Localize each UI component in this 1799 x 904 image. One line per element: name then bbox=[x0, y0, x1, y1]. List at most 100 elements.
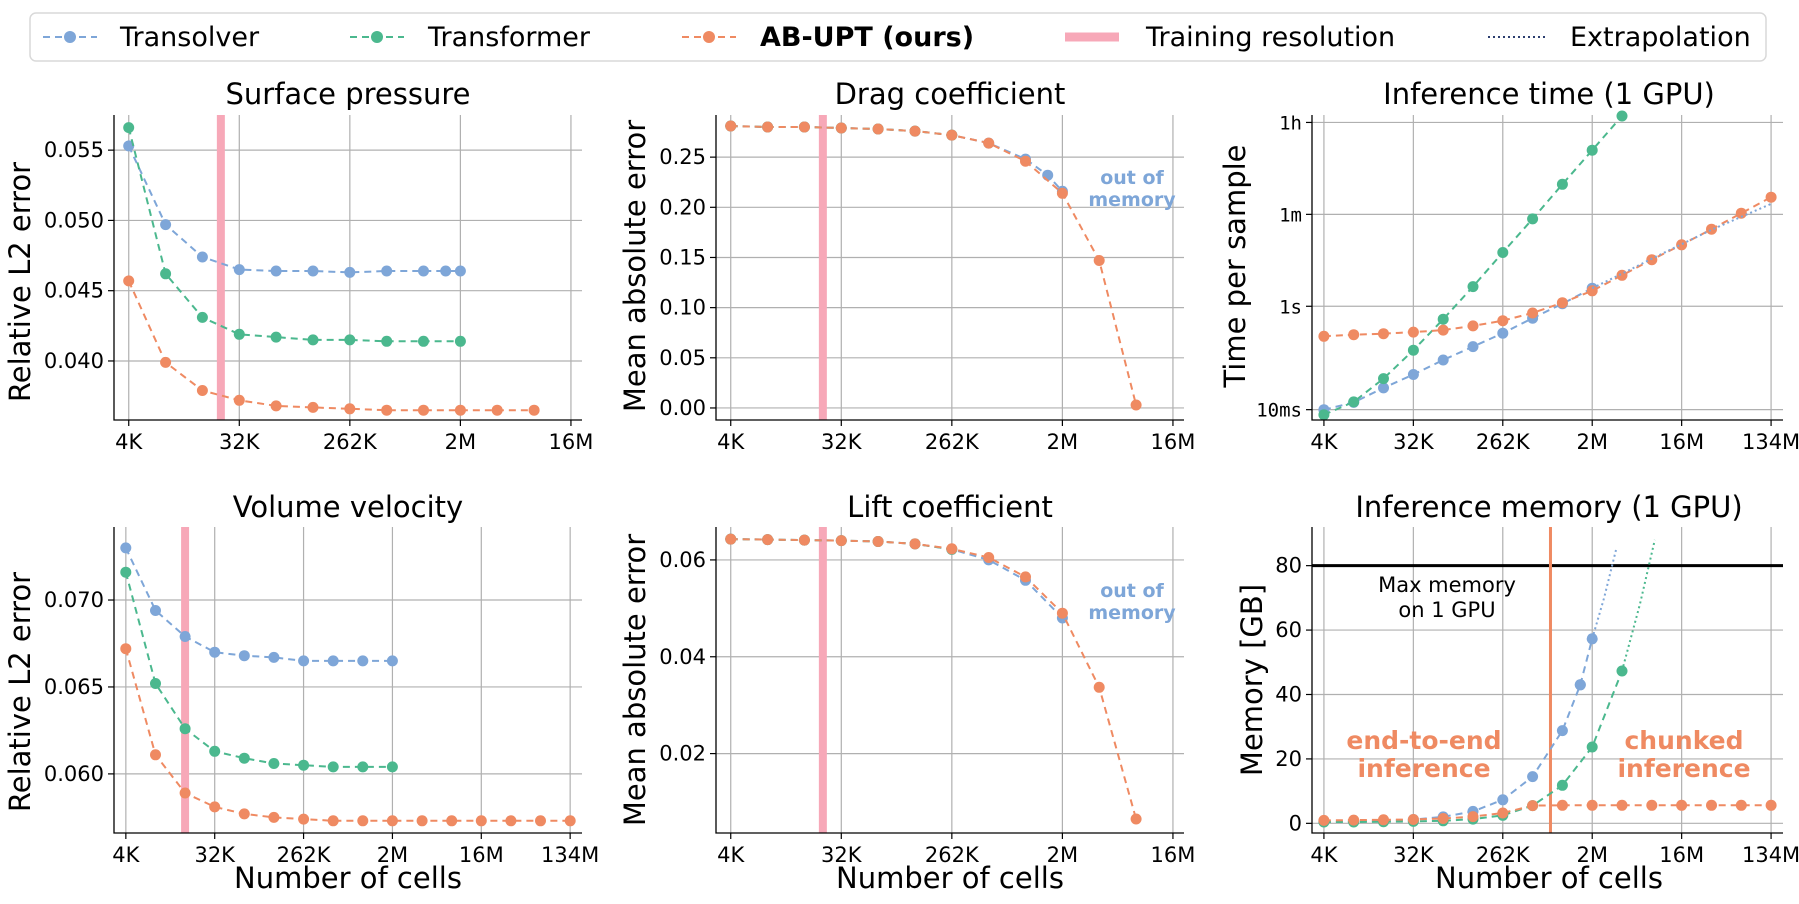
data-point-transformer bbox=[1467, 281, 1479, 293]
annotation-out-of-memory: out of bbox=[1100, 580, 1164, 602]
legend-item-extrapolation: Extrapolation bbox=[1488, 22, 1751, 53]
data-point-abupt bbox=[1676, 799, 1688, 811]
data-point-transformer bbox=[238, 752, 250, 764]
y-tick-label: 0.055 bbox=[44, 138, 104, 162]
data-point-abupt bbox=[564, 815, 576, 827]
data-point-abupt bbox=[1467, 320, 1479, 332]
y-tick-label: 0.050 bbox=[44, 208, 104, 232]
data-point-abupt bbox=[418, 404, 429, 416]
x-tick-label: 134M bbox=[1742, 843, 1799, 867]
data-point-abupt bbox=[1378, 328, 1389, 340]
panel-title: Drag coefficient bbox=[835, 77, 1066, 111]
y-axis-label: Mean absolute error bbox=[618, 534, 652, 826]
data-point-abupt bbox=[120, 643, 132, 655]
data-point-abupt bbox=[386, 815, 398, 827]
data-point-transformer bbox=[381, 335, 393, 347]
data-point-transolver bbox=[386, 655, 398, 667]
data-point-transolver bbox=[454, 265, 466, 277]
y-tick-label: 0 bbox=[1289, 811, 1302, 835]
series-line-transformer bbox=[127, 127, 461, 343]
data-point-transformer bbox=[386, 761, 398, 773]
data-point-transolver bbox=[327, 655, 339, 667]
x-tick-label: 16M bbox=[1659, 843, 1704, 867]
data-point-abupt bbox=[1706, 799, 1717, 811]
data-point-abupt bbox=[872, 536, 884, 547]
y-axis-label: Mean absolute error bbox=[618, 120, 652, 412]
data-point-abupt bbox=[327, 815, 339, 827]
data-point-abupt bbox=[1765, 191, 1777, 203]
data-point-abupt bbox=[381, 404, 393, 416]
axis-spine bbox=[715, 527, 1184, 834]
data-point-abupt bbox=[1467, 811, 1479, 823]
data-point-abupt bbox=[357, 815, 369, 827]
series-line-extrapolation bbox=[1591, 202, 1772, 290]
data-point-abupt bbox=[446, 815, 458, 827]
series-line-transformer bbox=[124, 571, 393, 768]
data-point-abupt bbox=[1616, 269, 1628, 281]
legend-label-transformer: Transformer bbox=[427, 22, 591, 53]
data-point-transformer bbox=[1586, 144, 1598, 156]
data-point-abupt bbox=[1437, 813, 1449, 824]
axis-spine bbox=[715, 115, 1184, 421]
x-tick-label: 16M bbox=[1659, 430, 1704, 454]
data-point-transolver bbox=[238, 650, 250, 662]
data-point-transolver bbox=[1497, 794, 1509, 806]
x-tick-label: 16M bbox=[549, 430, 594, 454]
x-tick-label: 134M bbox=[1742, 430, 1799, 454]
data-point-transformer bbox=[150, 678, 161, 689]
data-point-abupt bbox=[1556, 799, 1568, 811]
y-axis-label: Time per sample bbox=[1218, 144, 1252, 388]
data-point-abupt bbox=[983, 137, 995, 149]
y-tick-label: 0.045 bbox=[44, 279, 104, 303]
data-point-transolver bbox=[1407, 369, 1419, 380]
panel-inference-time: Inference time (1 GPU) Time per sample 4… bbox=[1218, 77, 1799, 454]
x-tick-label: 32K bbox=[194, 843, 236, 867]
data-point-abupt bbox=[270, 400, 282, 412]
data-point-abupt bbox=[835, 535, 847, 547]
annotation-out-of-memory: memory bbox=[1088, 602, 1176, 624]
data-point-transformer bbox=[160, 268, 172, 280]
data-point-transolver bbox=[1378, 382, 1389, 394]
data-point-transformer bbox=[418, 335, 429, 347]
y-tick-label: 0.10 bbox=[659, 296, 706, 320]
data-point-abupt bbox=[725, 120, 737, 132]
data-point-transformer bbox=[1527, 213, 1539, 225]
axis-spine bbox=[113, 115, 582, 421]
y-tick-label: 1s bbox=[1279, 296, 1302, 318]
legend-marker-transolver bbox=[64, 31, 76, 43]
data-point-transformer bbox=[268, 758, 280, 769]
data-point-abupt bbox=[1706, 223, 1717, 235]
data-point-abupt bbox=[475, 815, 487, 827]
data-point-transolver bbox=[160, 219, 172, 231]
data-point-transolver bbox=[196, 251, 208, 263]
y-tick-label: 0.25 bbox=[659, 145, 706, 169]
x-tick-label: 262K bbox=[323, 430, 378, 454]
data-point-transolver bbox=[381, 265, 393, 277]
series-line-transolver bbox=[1579, 638, 1594, 686]
series-line-abupt bbox=[730, 538, 1138, 820]
data-point-abupt bbox=[238, 808, 250, 820]
data-point-transformer bbox=[1556, 779, 1568, 791]
data-point-transformer bbox=[179, 723, 191, 735]
y-tick-label: 20 bbox=[1275, 747, 1302, 771]
series-line-extrapolation bbox=[1621, 539, 1656, 672]
panel-surface-pressure: Surface pressure Relative L2 error 4K 32K… bbox=[3, 77, 593, 454]
data-point-abupt bbox=[160, 356, 172, 368]
data-point-abupt bbox=[1318, 330, 1330, 342]
data-point-transolver bbox=[1497, 327, 1509, 339]
legend-label-abupt: AB-UPT (ours) bbox=[760, 22, 974, 53]
x-tick-label: 2M bbox=[377, 843, 408, 867]
data-point-abupt bbox=[1056, 187, 1068, 199]
data-point-abupt bbox=[1735, 799, 1747, 811]
data-point-transformer bbox=[1348, 396, 1360, 408]
data-point-abupt bbox=[1093, 255, 1105, 266]
data-point-abupt bbox=[1765, 799, 1777, 811]
axis-spine bbox=[1311, 115, 1783, 421]
axis-spine bbox=[1311, 527, 1783, 834]
data-point-transolver bbox=[418, 265, 429, 277]
x-tick-label: 2M bbox=[1047, 843, 1078, 867]
annotation-out-of-memory: memory bbox=[1088, 189, 1176, 211]
data-point-abupt bbox=[1735, 207, 1747, 219]
